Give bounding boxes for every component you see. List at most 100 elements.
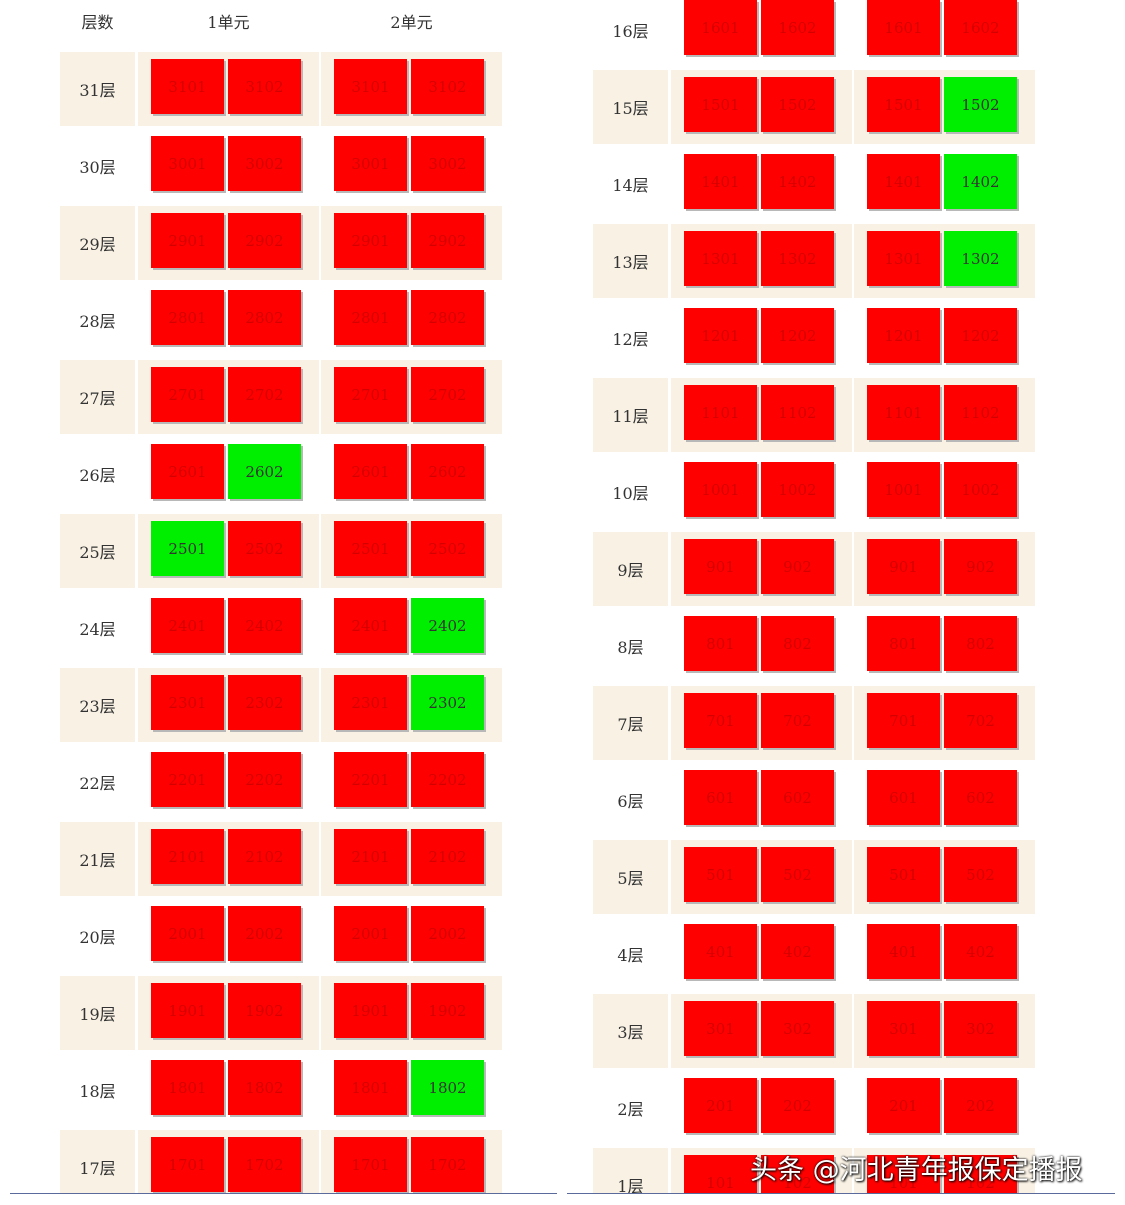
room: 1601	[867, 0, 940, 55]
unit-cell: 601 602	[671, 763, 852, 837]
room: 2401	[151, 598, 224, 653]
unit-cell: 1101 1102	[854, 378, 1035, 452]
unit-cell: 1401 1402	[854, 147, 1035, 221]
floor-row: 25层 2501 2502 2501 2502	[60, 514, 505, 588]
floor-row: 2层 201 202 201 202	[593, 1071, 1038, 1145]
room: 2601	[151, 444, 224, 499]
room: 1101	[684, 385, 757, 440]
room: 1102	[761, 385, 834, 440]
floor-label: 6层	[617, 792, 644, 811]
unit-cell: 1001 1002	[671, 455, 852, 529]
floor-label: 7层	[593, 686, 668, 760]
room: 2602	[228, 444, 301, 499]
floor-row: 29层 2901 2902 2901 2902	[60, 206, 505, 280]
room: 3102	[411, 59, 484, 114]
unit-cell: 2901 2902	[321, 206, 502, 280]
room: 602	[761, 770, 834, 825]
room: 3001	[151, 136, 224, 191]
floor-row: 3层 301 302 301 302	[593, 994, 1038, 1068]
room: 1501	[867, 77, 940, 132]
header-cell: 2单元	[390, 13, 433, 32]
room: 702	[944, 693, 1017, 748]
room: 2102	[411, 829, 484, 884]
room: 201	[867, 1078, 940, 1133]
room: 801	[684, 616, 757, 671]
unit-cell: 301 302	[671, 994, 852, 1068]
floor-row: 11层 1101 1102 1101 1102	[593, 378, 1038, 452]
room: 1701	[151, 1137, 224, 1192]
room: 1302	[944, 231, 1017, 286]
room: 601	[867, 770, 940, 825]
room: 2502	[411, 521, 484, 576]
room: 802	[761, 616, 834, 671]
floor-row: 28层 2801 2802 2801 2802	[60, 283, 505, 357]
room: 3101	[151, 59, 224, 114]
room: 1402	[944, 154, 1017, 209]
room: 2501	[334, 521, 407, 576]
header-cell: 1单元	[207, 13, 250, 32]
room: 2301	[151, 675, 224, 730]
room: 701	[684, 693, 757, 748]
unit-cell: 1801 1802	[321, 1053, 502, 1127]
floor-label: 19层	[60, 976, 135, 1050]
floor-label: 16层	[612, 22, 649, 41]
floor-row: 12层 1201 1202 1201 1202	[593, 301, 1038, 375]
floor-row: 15层 1501 1502 1501 1502	[593, 70, 1038, 144]
unit-cell: 2101 2102	[138, 822, 319, 896]
room: 2001	[334, 906, 407, 961]
floor-label: 8层	[617, 638, 644, 657]
floor-label: 22层	[79, 774, 116, 793]
unit-cell: 201 202	[671, 1071, 852, 1145]
room: 101	[684, 1155, 757, 1193]
room: 1402	[761, 154, 834, 209]
room: 502	[944, 847, 1017, 902]
floor-row: 23层 2301 2302 2301 2302	[60, 668, 505, 742]
unit-cell: 3101 3102	[138, 52, 319, 126]
floor-row: 31层 3101 3102 3101 3102	[60, 52, 505, 126]
unit-cell: 901 902	[854, 532, 1035, 606]
room: 102	[761, 1155, 834, 1193]
room: 2001	[151, 906, 224, 961]
unit-cell: 701 702	[671, 686, 852, 760]
unit-cell: 701 702	[854, 686, 1035, 760]
floor-row: 22层 2201 2202 2201 2202	[60, 745, 505, 819]
floor-row: 18层 1801 1802 1801 1802	[60, 1053, 505, 1127]
unit-cell: 401 402	[854, 917, 1035, 991]
room: 2102	[228, 829, 301, 884]
floor-row: 27层 2701 2702 2701 2702	[60, 360, 505, 434]
unit-cell: 1501 1502	[671, 70, 852, 144]
floor-label: 17层	[60, 1130, 135, 1193]
floor-label: 24层	[79, 620, 116, 639]
room: 1902	[411, 983, 484, 1038]
room: 1001	[684, 462, 757, 517]
room: 1401	[684, 154, 757, 209]
unit-cell: 501 502	[671, 840, 852, 914]
floor-label: 13层	[593, 224, 668, 298]
room: 901	[867, 539, 940, 594]
header-cell: 层数	[81, 13, 114, 32]
room: 302	[761, 1001, 834, 1056]
floor-row: 4层 401 402 401 402	[593, 917, 1038, 991]
room: 2902	[228, 213, 301, 268]
floor-row: 20层 2001 2002 2001 2002	[60, 899, 505, 973]
unit-cell: 1801 1802	[138, 1053, 319, 1127]
room: 501	[867, 847, 940, 902]
room: 2802	[228, 290, 301, 345]
room: 1602	[944, 0, 1017, 55]
room: 101	[867, 1155, 940, 1193]
floor-label: 14层	[612, 176, 649, 195]
room: 801	[867, 616, 940, 671]
room: 2502	[228, 521, 301, 576]
room: 2402	[228, 598, 301, 653]
left-table: 层数 1单元 2单元 31层 3101 3102 3101 3102 30层 3001 3002 30…	[60, 0, 505, 1193]
room: 401	[684, 924, 757, 979]
room: 1802	[228, 1060, 301, 1115]
floor-label: 18层	[79, 1082, 116, 1101]
floor-row: 17层 1701 1702 1701 1702	[60, 1130, 505, 1193]
room: 1301	[684, 231, 757, 286]
unit-cell: 801 802	[671, 609, 852, 683]
room: 2902	[411, 213, 484, 268]
room: 1902	[228, 983, 301, 1038]
room: 3002	[411, 136, 484, 191]
